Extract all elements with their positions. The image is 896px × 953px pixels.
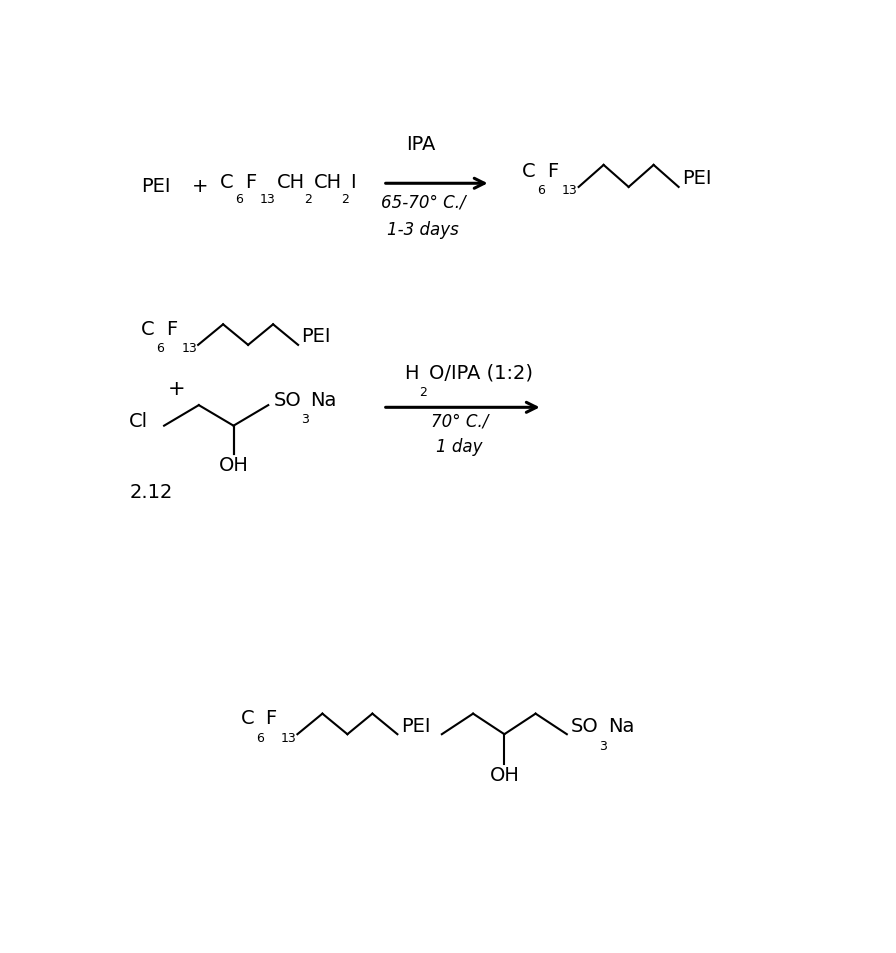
Text: 1-3 days: 1-3 days bbox=[387, 221, 459, 238]
Text: 13: 13 bbox=[562, 184, 578, 197]
Text: C: C bbox=[521, 162, 535, 181]
Text: 13: 13 bbox=[260, 193, 276, 206]
Text: OH: OH bbox=[219, 456, 248, 475]
Text: 3: 3 bbox=[599, 739, 607, 752]
Text: F: F bbox=[547, 162, 558, 181]
Text: OH: OH bbox=[489, 765, 520, 784]
Text: CH: CH bbox=[277, 172, 305, 192]
Text: SO: SO bbox=[274, 391, 302, 410]
Text: F: F bbox=[166, 319, 177, 338]
Text: 6: 6 bbox=[255, 731, 263, 743]
Text: PEI: PEI bbox=[142, 176, 170, 195]
Text: 6: 6 bbox=[157, 342, 164, 355]
Text: C: C bbox=[240, 708, 254, 727]
Text: H: H bbox=[403, 363, 418, 382]
Text: IPA: IPA bbox=[406, 134, 435, 153]
Text: F: F bbox=[245, 172, 256, 192]
Text: +: + bbox=[168, 378, 185, 398]
Text: 2: 2 bbox=[305, 193, 312, 206]
Text: +: + bbox=[192, 176, 209, 195]
Text: PEI: PEI bbox=[302, 327, 331, 346]
Text: C: C bbox=[220, 172, 233, 192]
Text: 70° C./: 70° C./ bbox=[430, 413, 488, 430]
Text: PEI: PEI bbox=[401, 716, 431, 735]
Text: 6: 6 bbox=[537, 184, 545, 197]
Text: 65-70° C./: 65-70° C./ bbox=[381, 193, 465, 212]
Text: C: C bbox=[142, 319, 155, 338]
Text: Na: Na bbox=[311, 391, 337, 410]
Text: F: F bbox=[265, 708, 277, 727]
Text: PEI: PEI bbox=[682, 169, 711, 188]
Text: 2: 2 bbox=[341, 193, 349, 206]
Text: O/IPA (1:2): O/IPA (1:2) bbox=[428, 363, 532, 382]
Text: Cl: Cl bbox=[129, 412, 149, 430]
Text: 13: 13 bbox=[280, 731, 297, 743]
Text: CH: CH bbox=[314, 172, 341, 192]
Text: 3: 3 bbox=[302, 413, 309, 426]
Text: I: I bbox=[350, 172, 356, 192]
Text: 6: 6 bbox=[235, 193, 243, 206]
Text: 2.12: 2.12 bbox=[129, 482, 173, 501]
Text: 13: 13 bbox=[181, 342, 197, 355]
Text: Na: Na bbox=[608, 716, 635, 735]
Text: 1 day: 1 day bbox=[436, 438, 482, 456]
Text: SO: SO bbox=[571, 716, 599, 735]
Text: 2: 2 bbox=[419, 386, 426, 399]
